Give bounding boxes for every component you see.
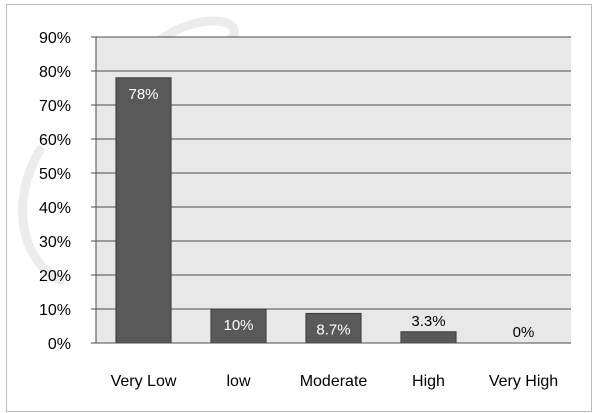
- axes: [95, 37, 571, 344]
- plot-area: [96, 37, 571, 343]
- x-category-labels: Very Low low Moderate High Very High: [111, 373, 559, 390]
- bars: [115, 77, 457, 344]
- data-label: 8.7%: [316, 321, 350, 338]
- y-tick-label: 0%: [48, 336, 71, 353]
- plot-background: [96, 37, 571, 343]
- data-label: 78%: [128, 86, 158, 103]
- watermark: [18, 16, 239, 285]
- bar: [115, 77, 172, 344]
- gridlines: [91, 36, 571, 344]
- bar: [210, 308, 267, 344]
- x-category-label: Moderate: [300, 373, 368, 390]
- x-category-label: low: [226, 373, 250, 390]
- y-tick-labels: 0% 10% 20% 30% 40% 50% 60% 70% 80% 90%: [39, 30, 71, 353]
- y-tick-label: 20%: [39, 268, 71, 285]
- y-tick-label: 60%: [39, 132, 71, 149]
- x-category-label: Very High: [489, 373, 558, 390]
- y-tick-label: 90%: [39, 30, 71, 47]
- y-tick-label: 50%: [39, 166, 71, 183]
- x-category-label: High: [412, 373, 445, 390]
- data-labels: 78% 10% 8.7% 3.3% 0%: [128, 86, 534, 341]
- y-tick-label: 30%: [39, 234, 71, 251]
- data-label: 3.3%: [411, 313, 445, 330]
- data-label: 0%: [513, 324, 535, 341]
- data-label: 10%: [223, 317, 253, 334]
- x-category-label: Very Low: [111, 373, 177, 390]
- y-tick-label: 80%: [39, 64, 71, 81]
- bar: [305, 312, 362, 344]
- y-tick-label: 40%: [39, 200, 71, 217]
- y-tick-label: 70%: [39, 98, 71, 115]
- y-tick-label: 10%: [39, 302, 71, 319]
- bar: [400, 331, 457, 344]
